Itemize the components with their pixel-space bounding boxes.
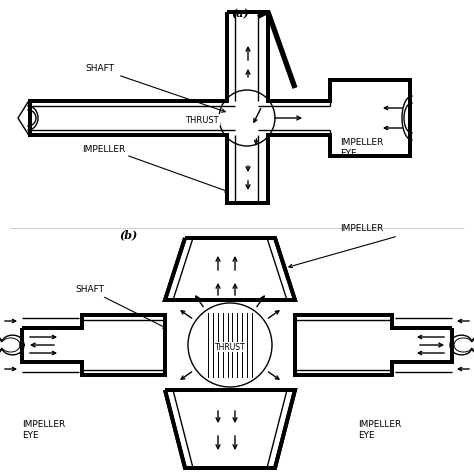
Polygon shape	[165, 238, 295, 300]
Circle shape	[188, 303, 272, 387]
Polygon shape	[22, 315, 165, 375]
Text: SHAFT: SHAFT	[85, 64, 114, 73]
Polygon shape	[210, 313, 250, 377]
Text: IMPELLER
EYE: IMPELLER EYE	[358, 420, 401, 440]
Text: IMPELLER
EYE: IMPELLER EYE	[22, 420, 65, 440]
Polygon shape	[165, 390, 295, 468]
Text: THRUST: THRUST	[185, 116, 219, 125]
Text: IMPELLER: IMPELLER	[82, 146, 125, 155]
Text: (a): (a)	[231, 8, 249, 19]
Text: THRUST: THRUST	[215, 343, 246, 352]
Text: SHAFT: SHAFT	[75, 285, 104, 294]
Polygon shape	[295, 315, 452, 375]
Text: IMPELLER
EYE: IMPELLER EYE	[340, 138, 383, 158]
Polygon shape	[30, 12, 410, 203]
Text: IMPELLER: IMPELLER	[340, 224, 383, 233]
Text: (b): (b)	[119, 229, 137, 240]
